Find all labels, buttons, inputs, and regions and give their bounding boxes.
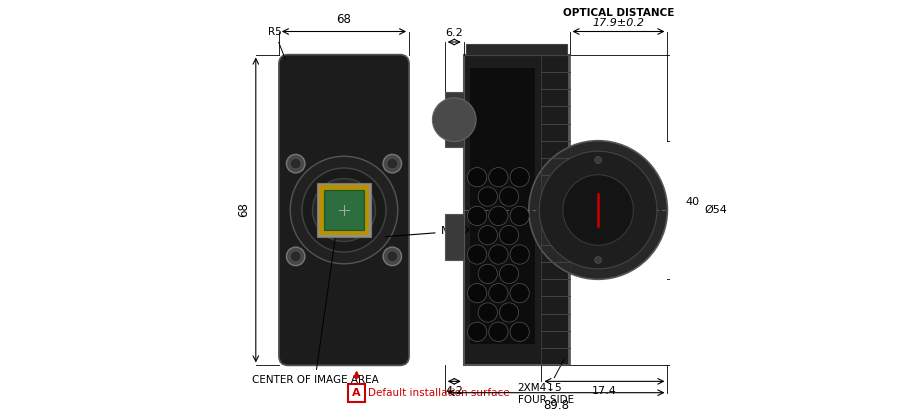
Circle shape xyxy=(287,155,305,173)
Text: OPTICAL DISTANCE: OPTICAL DISTANCE xyxy=(562,8,675,18)
Text: 17.4: 17.4 xyxy=(592,386,617,396)
Circle shape xyxy=(489,206,508,226)
Circle shape xyxy=(595,257,601,263)
Circle shape xyxy=(499,303,518,322)
Text: Ø54: Ø54 xyxy=(704,205,727,215)
Circle shape xyxy=(478,264,497,284)
Circle shape xyxy=(510,322,529,341)
Bar xyxy=(445,92,464,147)
Circle shape xyxy=(468,245,487,264)
Bar xyxy=(317,183,371,237)
Text: 89.8: 89.8 xyxy=(543,399,569,412)
Text: R5: R5 xyxy=(267,27,286,60)
Bar xyxy=(323,190,364,230)
Text: CENTER OF IMAGE AREA: CENTER OF IMAGE AREA xyxy=(252,209,379,385)
Text: M42X1: M42X1 xyxy=(385,226,479,236)
Circle shape xyxy=(489,322,508,341)
Bar xyxy=(469,67,535,344)
Circle shape xyxy=(539,151,657,269)
Circle shape xyxy=(468,322,487,341)
Circle shape xyxy=(388,252,396,260)
Circle shape xyxy=(383,155,402,173)
Bar xyxy=(445,214,464,260)
Circle shape xyxy=(287,247,305,265)
Circle shape xyxy=(489,168,508,187)
Text: 4.2: 4.2 xyxy=(446,386,463,396)
Text: 68: 68 xyxy=(336,13,351,26)
Text: Default installation surface: Default installation surface xyxy=(369,388,510,398)
Circle shape xyxy=(468,206,487,226)
Text: 6.2: 6.2 xyxy=(446,28,463,38)
Circle shape xyxy=(478,187,497,206)
Circle shape xyxy=(595,157,601,163)
Circle shape xyxy=(383,247,402,265)
Circle shape xyxy=(291,252,300,260)
Bar xyxy=(320,186,369,234)
Circle shape xyxy=(302,168,386,252)
Circle shape xyxy=(510,245,529,264)
Text: 2XM4↓5
FOUR SIDE: 2XM4↓5 FOUR SIDE xyxy=(517,360,573,404)
Circle shape xyxy=(562,175,633,245)
Circle shape xyxy=(478,303,497,322)
Circle shape xyxy=(478,226,497,245)
Circle shape xyxy=(433,98,476,142)
Circle shape xyxy=(499,226,518,245)
Circle shape xyxy=(528,141,667,279)
Circle shape xyxy=(290,156,398,264)
Circle shape xyxy=(388,160,396,168)
Text: A: A xyxy=(352,388,361,398)
FancyBboxPatch shape xyxy=(278,55,409,365)
FancyBboxPatch shape xyxy=(348,384,365,402)
Text: 17.9±0.2: 17.9±0.2 xyxy=(593,18,644,28)
Circle shape xyxy=(489,245,508,264)
Circle shape xyxy=(510,168,529,187)
Text: 40: 40 xyxy=(686,197,699,207)
Circle shape xyxy=(499,264,518,284)
Circle shape xyxy=(291,160,300,168)
Bar xyxy=(464,55,569,365)
Circle shape xyxy=(468,168,487,187)
Circle shape xyxy=(468,284,487,303)
Circle shape xyxy=(312,178,376,242)
Bar xyxy=(466,44,567,55)
Text: 68: 68 xyxy=(237,202,250,218)
Circle shape xyxy=(499,187,518,206)
Circle shape xyxy=(489,284,508,303)
Circle shape xyxy=(510,284,529,303)
Circle shape xyxy=(510,206,529,226)
